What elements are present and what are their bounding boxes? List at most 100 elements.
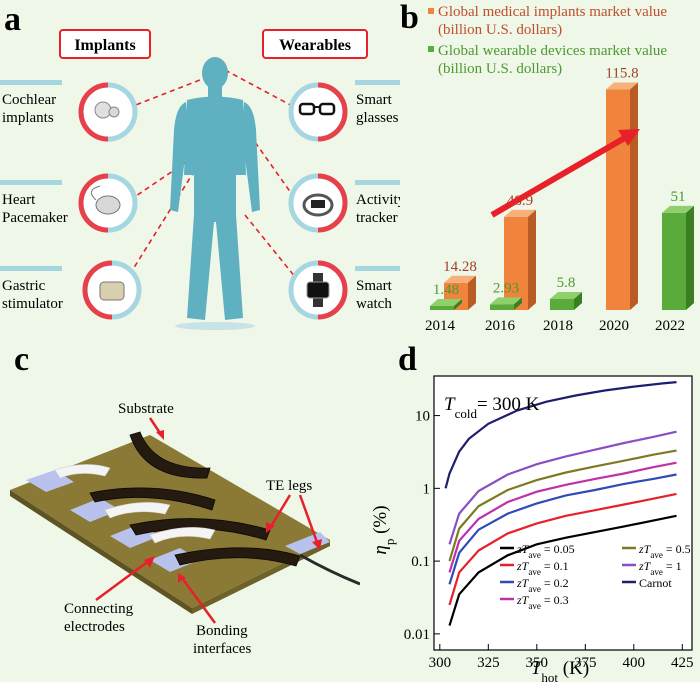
wearable-bar-2 [355,180,400,185]
xlabel-rest: (K) [558,658,589,679]
gastric-stimulator-icon [82,260,142,320]
wearable-label-1b: glasses [356,110,399,126]
series-line-6 [444,381,677,489]
legend-implants-swatch [428,8,434,14]
y-tick-label-3: 10 [415,409,430,425]
xlabel-sub: hot [541,670,558,682]
series-line-0 [448,514,677,626]
bar-implants-2020 [606,82,638,310]
bar-chart-b: b Global medical implants market value (… [400,0,694,334]
bar-label-implants-2014: 14.28 [443,259,477,275]
wearables-header: Wearables [279,37,351,54]
legend-wearables-line1: Global wearable devices market value [438,43,667,59]
panel-c-letter: c [14,341,29,378]
label-bonding-2: interfaces [193,641,251,657]
trend-arrow [490,129,640,218]
bar-implants-2016 [504,209,536,310]
line-chart-d: d 0.01 0.1 1 10 300 325 350 375 400 425 Tcold= 3… [370,341,694,682]
annotation-arrows [95,417,322,624]
series-line-5 [448,430,677,545]
activity-tracker-icon [288,173,348,233]
title-t: T [444,394,456,415]
legend-label-6: Carnot [639,576,672,590]
substrate-front-edge [10,490,192,614]
legend-label-2: zTave = 0.2 [516,576,569,594]
series-line-3 [448,461,677,573]
plot-frame [433,375,693,651]
legend-wearables-swatch [428,46,434,52]
smart-watch-icon [288,260,348,320]
panel-d-letter: d [398,341,417,378]
x-tick-label-0: 300 [429,655,452,671]
label-te-legs: TE legs [266,478,312,494]
te-legs-shape [89,431,301,567]
x-tick-label-2022: 2022 [655,318,685,334]
wearable-label-3b: watch [356,296,392,312]
legend-wearables-line2: (billion U.S. dollars) [438,61,562,77]
x-tick-label-2014: 2014 [425,318,456,334]
wearable-label-2a: Activity [356,192,400,208]
bar-wearables-2014 [430,299,462,310]
implant-label-1a: Cochlear [2,92,56,108]
implant-bar-1 [0,80,62,85]
bar-label-wearables-2014: 1.48 [433,282,459,298]
implant-label-1b: implants [2,110,54,126]
label-connecting-1: Connecting [64,601,134,617]
x-tick-label-2018: 2018 [543,318,573,334]
implant-bar-2 [0,180,62,185]
bar-label-implants-2020: 115.8 [605,66,638,82]
bar-label-wearables-2018: 5.8 [557,275,576,291]
legend-implants-line1: Global medical implants market value [438,4,667,20]
smart-glasses-icon [288,82,348,142]
title-rest: = 300 K [477,394,540,415]
bar-label-wearables-2016: 2.93 [493,280,519,296]
x-tick-label-4: 400 [623,655,646,671]
bar-label-wearables-2022: 51 [671,189,686,205]
pacemaker-icon [78,173,138,233]
legend-label-5: zTave = 1 [638,559,682,577]
wearable-label-3a: Smart [356,278,393,294]
series-line-2 [448,473,677,585]
wearable-label-1a: Smart [356,92,393,108]
wire-shape [299,553,360,586]
wearable-label-2b: tracker [356,210,398,226]
y-tick-label-0: 0.01 [404,627,430,643]
x-tick-label-1: 325 [477,655,500,671]
chart-d-title: Tcold= 300 K [444,394,540,421]
panel-a: a Implants Wearables Cochlear implants H… [0,1,400,330]
series-line-1 [448,492,677,606]
chart-d-ylabel: ηp (%) [370,505,397,554]
ylabel-sub: p [382,539,397,546]
cochlear-implant-icon [78,82,138,142]
ylabel-eta: η [370,545,391,554]
wearable-bar-3 [355,266,400,271]
x-tick-label-3: 375 [574,655,597,671]
ylabel-rest: (%) [370,505,391,538]
panel-b-letter: b [400,0,419,36]
label-bonding-1: Bonding [196,623,248,639]
y-tick-label-2: 1 [423,481,431,497]
panel-c: c Substrate TE legs Conn [10,341,360,657]
bar-wearables-2018 [550,291,582,310]
wearable-bar-1 [355,80,400,85]
xlabel-t: T [531,658,543,679]
implant-label-2a: Heart [2,192,36,208]
panel-a-letter: a [4,1,21,38]
implants-header: Implants [74,37,135,54]
x-tick-label-2020: 2020 [599,318,629,334]
legend-label-4: zTave = 0.5 [638,542,691,560]
bar-wearables-2016 [490,297,522,310]
legend-label-3: zTave = 0.3 [516,593,569,611]
x-tick-label-2: 350 [526,655,549,671]
implant-label-3a: Gastric [2,278,46,294]
chart-d-xlabel: Thot (K) [531,658,589,682]
connecting-electrodes-shape [54,464,216,544]
human-body-icon [170,57,260,330]
legend-label-0: zTave = 0.05 [516,542,575,560]
implant-bar-3 [0,266,62,271]
label-connecting-2: electrodes [64,619,125,635]
y-tick-label-1: 0.1 [411,554,430,570]
wearables-header-box [262,29,368,59]
x-tick-label-2016: 2016 [485,318,516,334]
implant-label-3b: stimulator [2,296,63,312]
